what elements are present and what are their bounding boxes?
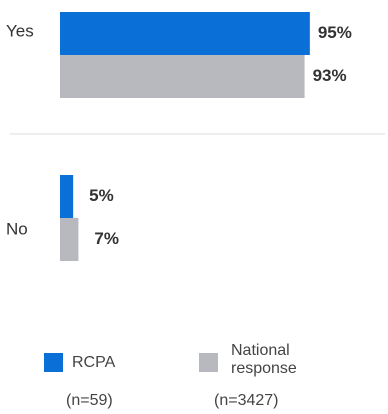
bar-yes-national [60, 55, 305, 98]
value-label-yes-rcpa: 95% [318, 23, 352, 42]
category-label-yes: Yes [6, 21, 34, 40]
value-label-yes-national: 93% [313, 66, 347, 85]
bar-no-rcpa [60, 175, 74, 218]
bar-no-national [60, 218, 79, 261]
category-label-no: No [6, 219, 28, 238]
labels-group: Yes 95% 93% No 5% 7% [6, 21, 352, 248]
value-label-no-national: 7% [94, 229, 119, 248]
bars-group [60, 12, 310, 261]
bar-yes-rcpa [60, 12, 310, 55]
value-label-no-rcpa: 5% [89, 186, 114, 205]
